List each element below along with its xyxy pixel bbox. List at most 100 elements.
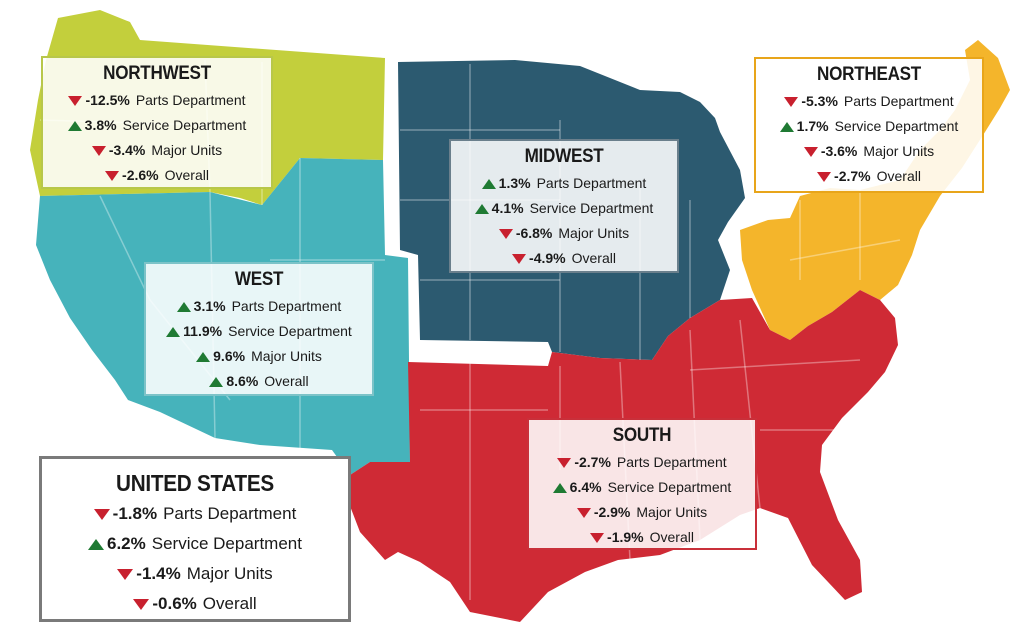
stat-label: Major Units xyxy=(636,504,708,520)
down-arrow-icon xyxy=(817,171,832,182)
stat-label: Overall xyxy=(571,250,616,266)
west-stats-box: WEST 3.1% Parts Department 11.9% Service De… xyxy=(144,262,374,396)
stat-row: -1.9% Overall xyxy=(529,525,755,550)
stat-row: 1.3% Parts Department xyxy=(451,171,677,196)
up-arrow-icon xyxy=(552,482,567,493)
down-arrow-icon xyxy=(117,568,134,580)
stat-value: 6.2% xyxy=(107,534,146,553)
region-title: UNITED STATES xyxy=(116,470,274,496)
stat-label: Parts Department xyxy=(536,175,647,191)
stat-row: 9.6% Major Units xyxy=(146,344,372,369)
down-arrow-icon xyxy=(105,170,120,181)
stat-label: Parts Department xyxy=(163,504,297,523)
stat-value: 4.1% xyxy=(491,200,524,216)
down-arrow-icon xyxy=(590,532,605,543)
stat-label: Major Units xyxy=(186,564,273,583)
stat-value: -1.9% xyxy=(607,529,644,545)
united-states-stats-box: UNITED STATES -1.8% Parts Department 6.2% S… xyxy=(39,456,351,622)
stat-row: -2.9% Major Units xyxy=(529,500,755,525)
stat-row: 4.1% Service Department xyxy=(451,196,677,221)
down-arrow-icon xyxy=(133,598,150,610)
stat-value: -4.9% xyxy=(529,250,566,266)
stat-value: 3.1% xyxy=(193,298,226,314)
stat-value: -3.6% xyxy=(820,143,858,159)
south-stats-box: SOUTH -2.7% Parts Department 6.4% Service D… xyxy=(527,418,757,550)
stat-rows: -5.3% Parts Department 1.7% Service Departm… xyxy=(756,89,982,189)
stat-label: Parts Department xyxy=(843,93,954,109)
stat-value: 1.7% xyxy=(796,118,829,134)
stat-row: 1.7% Service Department xyxy=(756,114,982,139)
stat-value: -1.4% xyxy=(136,564,181,583)
down-arrow-icon xyxy=(91,145,106,156)
stat-value: 3.8% xyxy=(84,117,117,133)
down-arrow-icon xyxy=(93,508,110,520)
stat-value: -5.3% xyxy=(801,93,838,109)
stat-rows: 1.3% Parts Department 4.1% Service Departme… xyxy=(451,171,677,271)
stat-value: 6.4% xyxy=(569,479,602,495)
stat-value: 1.3% xyxy=(498,175,531,191)
stat-label: Parts Department xyxy=(135,92,246,108)
stat-label: Parts Department xyxy=(231,298,342,314)
stat-row: 3.8% Service Department xyxy=(43,113,271,138)
up-arrow-icon xyxy=(176,301,191,312)
stat-row: -4.9% Overall xyxy=(451,246,677,271)
stat-row: 8.6% Overall xyxy=(146,369,372,394)
stat-rows: -2.7% Parts Department 6.4% Service Departm… xyxy=(529,450,755,550)
stat-label: Overall xyxy=(649,529,694,545)
down-arrow-icon xyxy=(68,95,83,106)
stat-row: 6.4% Service Department xyxy=(529,475,755,500)
stat-row: -2.7% Overall xyxy=(756,164,982,189)
region-title: WEST xyxy=(234,269,284,290)
up-arrow-icon xyxy=(166,326,181,337)
stat-rows: -1.8% Parts Department 6.2% Service Departm… xyxy=(42,499,348,619)
stat-row: 6.2% Service Department xyxy=(42,529,348,559)
down-arrow-icon xyxy=(576,507,591,518)
region-title: NORTHEAST xyxy=(817,64,921,85)
down-arrow-icon xyxy=(803,146,818,157)
stat-label: Major Units xyxy=(251,348,322,364)
stat-label: Parts Department xyxy=(616,454,727,470)
stat-label: Overall xyxy=(876,168,921,184)
stat-value: -2.6% xyxy=(122,167,159,183)
stat-value: 8.6% xyxy=(226,373,259,389)
stat-row: -3.4% Major Units xyxy=(43,138,271,163)
stat-value: -3.4% xyxy=(108,142,146,158)
stat-row: -3.6% Major Units xyxy=(756,139,982,164)
stat-value: -0.6% xyxy=(152,594,197,613)
region-title: MIDWEST xyxy=(524,146,604,167)
stat-rows: 3.1% Parts Department 11.9% Service Departm… xyxy=(146,294,372,394)
stat-row: -1.8% Parts Department xyxy=(42,499,348,529)
down-arrow-icon xyxy=(498,228,513,239)
stat-value: -2.7% xyxy=(574,454,611,470)
stat-label: Major Units xyxy=(558,225,630,241)
stat-value: -2.9% xyxy=(593,504,631,520)
stat-value: -6.8% xyxy=(515,225,553,241)
stat-label: Overall xyxy=(202,594,257,613)
stat-value: 11.9% xyxy=(183,323,223,339)
northwest-stats-box: NORTHWEST -12.5% Parts Department 3.8% Serv… xyxy=(41,56,273,189)
up-arrow-icon xyxy=(196,351,211,362)
stat-label: Service Department xyxy=(228,323,352,339)
stat-row: 3.1% Parts Department xyxy=(146,294,372,319)
stat-row: -2.6% Overall xyxy=(43,163,271,188)
up-arrow-icon xyxy=(67,120,82,131)
stat-row: -0.6% Overall xyxy=(42,589,348,619)
stat-label: Service Department xyxy=(122,117,247,133)
up-arrow-icon xyxy=(209,376,224,387)
stat-row: 11.9% Service Department xyxy=(146,319,372,344)
down-arrow-icon xyxy=(512,253,527,264)
up-arrow-icon xyxy=(779,121,794,132)
northeast-stats-box: NORTHEAST -5.3% Parts Department 1.7% Servi… xyxy=(754,57,984,193)
stat-row: -12.5% Parts Department xyxy=(43,88,271,113)
stat-value: 9.6% xyxy=(213,348,246,364)
region-title: SOUTH xyxy=(612,425,672,446)
stat-row: -5.3% Parts Department xyxy=(756,89,982,114)
stat-row: -2.7% Parts Department xyxy=(529,450,755,475)
stat-label: Service Department xyxy=(834,118,959,134)
stat-label: Major Units xyxy=(863,143,935,159)
stat-rows: -12.5% Parts Department 3.8% Service Depart… xyxy=(43,88,271,188)
midwest-stats-box: MIDWEST 1.3% Parts Department 4.1% Service … xyxy=(449,139,679,273)
down-arrow-icon xyxy=(557,457,572,468)
region-title: NORTHWEST xyxy=(103,63,211,84)
up-arrow-icon xyxy=(474,203,489,214)
